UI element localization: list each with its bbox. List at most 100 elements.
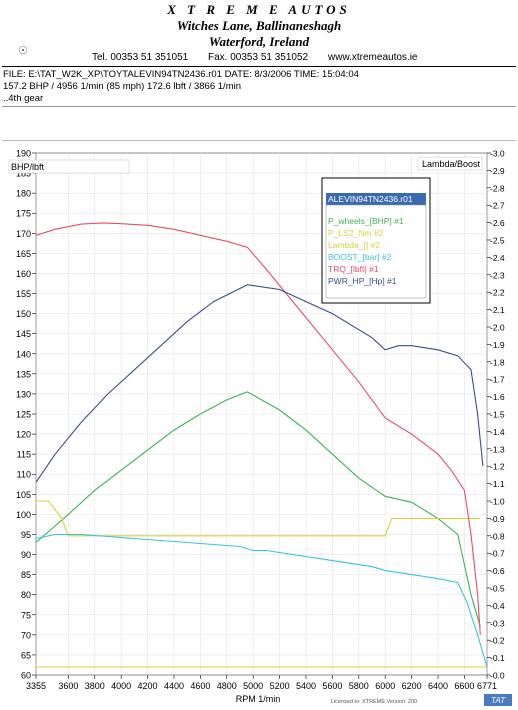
right-tick-label: -2.2 xyxy=(490,288,505,298)
x-axis: 3355 3600 3800 4000 4200 4400 4600 4800 5000 5200… xyxy=(26,675,497,691)
left-tick-label: 70 xyxy=(21,630,31,640)
right-tick-label: -0.4 xyxy=(490,601,505,611)
right-tick-label: -1.1 xyxy=(490,479,505,489)
series-lines xyxy=(35,222,488,668)
legend-entry-0: P_wheels_[BHP] #1 xyxy=(328,216,404,226)
right-axis-label-box xyxy=(417,156,483,171)
x-tick-label: 6400 xyxy=(428,681,448,691)
right-tick-label: -1.2 xyxy=(490,462,505,472)
legend-header xyxy=(326,193,426,205)
left-tick-label: 60 xyxy=(21,671,31,681)
left-tick-label: 175 xyxy=(16,209,31,219)
series-line-4 xyxy=(35,222,481,635)
right-tick-label: -2.8 xyxy=(490,183,505,193)
series-line-2 xyxy=(36,500,481,537)
left-tick-label: 105 xyxy=(16,490,31,500)
info-divider xyxy=(2,106,516,107)
license-note: Licensed to: XTREME Version: 200 xyxy=(331,699,417,705)
left-tick-label: 65 xyxy=(21,650,31,660)
left-tick-label: 140 xyxy=(16,349,31,359)
left-tick-label: 95 xyxy=(21,530,31,540)
x-tick-label: 4800 xyxy=(217,681,237,691)
left-tick-label: 185 xyxy=(16,169,31,179)
x-tick-label: 6000 xyxy=(375,681,395,691)
x-tick-label: 4200 xyxy=(138,681,158,691)
legend-entry-1: P_LS2_Nm #2 xyxy=(328,228,384,238)
right-tick-label: -1.3 xyxy=(490,444,505,454)
x-axis-label: RPM 1/min xyxy=(236,694,281,704)
company-name: X T R E M E AUTOS xyxy=(167,2,351,17)
right-tick-label: -0.0 xyxy=(490,671,505,681)
x-tick-label: 3355 xyxy=(26,681,46,691)
legend-entry-5: PWR_HP_[Hp] #1 xyxy=(328,276,397,286)
brand-logo-text: TAT xyxy=(491,696,506,705)
series-line-5 xyxy=(35,284,484,483)
x-tick-label: 4600 xyxy=(190,681,210,691)
left-tick-label: 115 xyxy=(17,450,31,460)
right-tick-label: -2.0 xyxy=(490,323,505,333)
right-tick-label: -0.9 xyxy=(490,514,505,524)
x-tick-label: 4000 xyxy=(111,681,131,691)
right-tick-label: -0.2 xyxy=(490,636,505,646)
right-tick-label: -1.0 xyxy=(490,497,505,507)
x-tick-label: 5600 xyxy=(322,681,342,691)
x-tick-label: 5800 xyxy=(349,681,369,691)
report-header: X T R E M E AUTOS Witches Lane, Ballinan… xyxy=(0,0,518,66)
legend-entry-3: BOOST_[bar] #2 xyxy=(328,252,392,262)
right-tick-label: -2.6 xyxy=(490,218,505,228)
left-tick-label: 90 xyxy=(21,550,31,560)
left-tick-label: 160 xyxy=(16,269,31,279)
left-tick-label: 125 xyxy=(16,410,31,420)
right-tick-label: -2.1 xyxy=(490,305,505,315)
left-tick-label: 190 xyxy=(16,149,31,159)
run-info: FILE: E:\TAT_W2K_XP\TOYTALEVIN94TN2436.r… xyxy=(3,69,359,105)
left-tick-label: 155 xyxy=(16,289,31,299)
left-tick-label: 150 xyxy=(16,309,31,319)
right-tick-label: -0.8 xyxy=(490,531,505,541)
right-tick-label: -1.4 xyxy=(490,427,505,437)
header-divider xyxy=(2,66,516,67)
legend-entry-4: TRQ_[lbft] #1 xyxy=(328,264,379,274)
left-axis-label: BHP/lbft xyxy=(11,162,45,172)
right-tick-label: -2.7 xyxy=(490,201,505,211)
peak-values: 157.2 BHP / 4956 1/min (85 mph) 172.6 lb… xyxy=(3,81,241,92)
fax-number: Fax. 00353 51 351052 xyxy=(208,52,309,63)
x-tick-label: 6771 xyxy=(477,681,497,691)
left-axis: 60 65 70 75 80 85 90 95 100 105 110 115 120 125 130 135… xyxy=(16,149,36,681)
left-tick-label: 100 xyxy=(16,510,31,520)
right-tick-label: -1.7 xyxy=(490,375,505,385)
right-axis: -0.0 -0.1 -0.2 -0.3 -0.4 -0.5 -0.6 -0.7 -0.8 -0.9… xyxy=(487,149,505,681)
right-tick-label: -0.5 xyxy=(490,584,505,594)
left-tick-label: 180 xyxy=(16,189,31,199)
legend: ALEVIN94TN2436.r01 P_wheels_[BHP] #1 P_LS… xyxy=(321,177,431,304)
right-tick-label: -0.1 xyxy=(490,653,505,663)
legend-entry-2: Lambda_[] #2 xyxy=(328,240,380,250)
x-tick-label: 3600 xyxy=(58,681,78,691)
legend-body xyxy=(325,204,427,299)
right-tick-label: -2.3 xyxy=(490,270,505,280)
right-tick-label: -1.6 xyxy=(490,392,505,402)
right-tick-label: -1.5 xyxy=(490,410,505,420)
left-tick-label: 75 xyxy=(21,610,31,620)
x-tick-label: 5200 xyxy=(270,681,290,691)
right-tick-label: -0.7 xyxy=(490,549,505,559)
x-tick-label: 5400 xyxy=(296,681,316,691)
right-tick-label: -3.0 xyxy=(490,149,505,159)
left-tick-label: 170 xyxy=(16,229,31,239)
series-line-3 xyxy=(35,533,488,668)
left-tick-label: 130 xyxy=(16,389,31,399)
x-tick-label: 4400 xyxy=(164,681,184,691)
left-axis-label-box xyxy=(8,159,130,174)
right-tick-label: -0.3 xyxy=(490,618,505,628)
left-tick-label: 145 xyxy=(16,329,31,339)
phone-number: Tel. 00353 51 351051 xyxy=(92,52,189,63)
right-tick-label: -0.6 xyxy=(490,566,505,576)
website: www.xtremeautos.ie xyxy=(328,52,418,63)
right-tick-label: -1.9 xyxy=(490,340,505,350)
x-tick-label: 6600 xyxy=(454,681,474,691)
right-axis-label: Lambda/Boost xyxy=(422,159,481,169)
x-tick-label: 3800 xyxy=(85,681,105,691)
right-tick-label: -2.9 xyxy=(490,166,505,176)
right-tick-label: -2.5 xyxy=(490,236,505,246)
chart-divider xyxy=(2,140,516,141)
